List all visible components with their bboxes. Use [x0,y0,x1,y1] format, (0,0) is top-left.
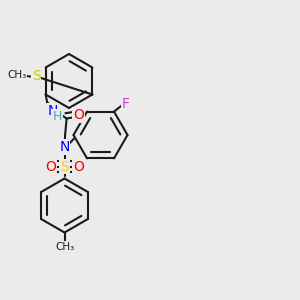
Text: N: N [59,140,70,154]
Text: H: H [53,110,62,123]
Text: CH₃: CH₃ [7,70,26,80]
Text: O: O [73,108,84,122]
Text: O: O [45,160,56,173]
Text: S: S [32,70,41,83]
Text: CH₃: CH₃ [55,242,74,252]
Text: N: N [48,104,58,118]
Text: S: S [60,160,69,173]
Text: F: F [122,97,130,111]
Text: O: O [73,160,84,173]
